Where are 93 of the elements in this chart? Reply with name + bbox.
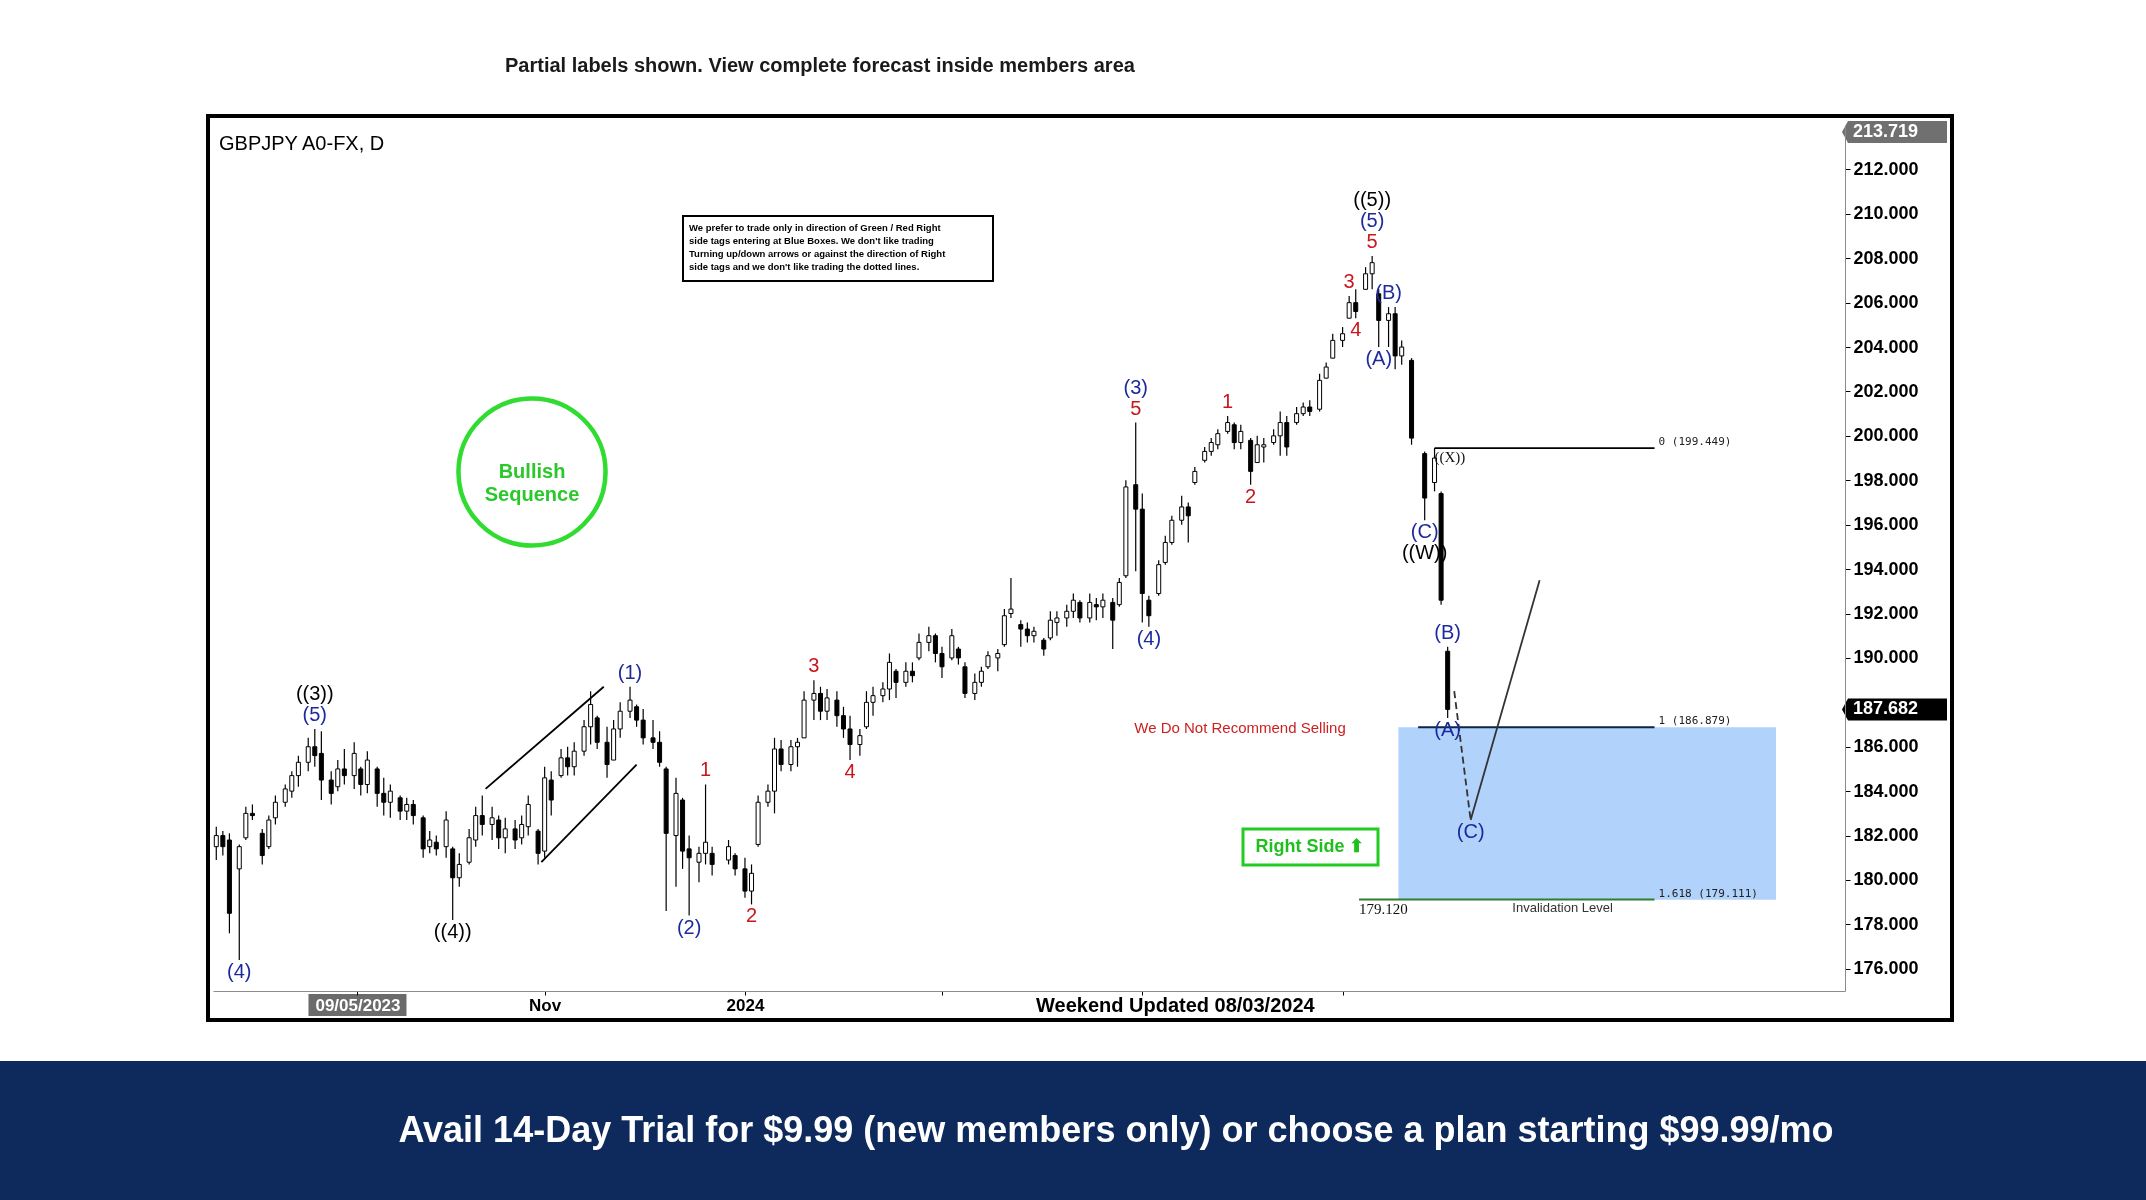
y-tick-label: 204.000 <box>1853 336 1919 357</box>
annotation: (4) <box>227 959 252 982</box>
y-tick-label: 196.000 <box>1853 514 1919 535</box>
annotation: (4) <box>1136 626 1162 649</box>
y-tick-label: 212.000 <box>1853 158 1919 179</box>
annotation: ((4)) <box>433 919 472 942</box>
candlestick <box>295 755 301 788</box>
candlestick <box>236 843 242 961</box>
candlestick <box>978 666 984 688</box>
y-tick-label: 206.000 <box>1853 292 1919 313</box>
annotation: ((X)) <box>1434 449 1466 467</box>
y-tick-label: 210.000 <box>1853 203 1919 224</box>
y-tick-label: 208.000 <box>1853 247 1919 268</box>
annotation: 0 (199.449) <box>1658 435 1732 449</box>
candlestick <box>571 741 577 777</box>
annotation: ((3)) <box>295 681 334 704</box>
candlestick <box>926 626 932 652</box>
annotation: 4 <box>1350 318 1362 341</box>
y-tick-label: 202.000 <box>1853 380 1919 401</box>
candlestick <box>949 628 955 661</box>
y-tick-label: 182.000 <box>1853 825 1919 846</box>
candlestick <box>1087 592 1093 623</box>
annotation: 1 (186.879) <box>1658 714 1732 728</box>
annotation: (C) <box>1456 820 1485 843</box>
candlestick <box>995 648 1001 672</box>
candlestick <box>341 748 347 786</box>
candlestick <box>1185 501 1191 544</box>
annotation: 1.618 (179.111) <box>1658 886 1758 900</box>
annotation: 3 <box>1343 269 1355 292</box>
candlestick <box>617 701 623 739</box>
x-tick-label: 09/05/2023 <box>315 995 401 1015</box>
y-tick-label: 178.000 <box>1853 913 1919 934</box>
annotation: 2 <box>745 904 758 927</box>
x-tick-label: Nov <box>529 995 562 1015</box>
annotation: 1 <box>699 758 712 781</box>
annotation: 3 <box>808 654 820 677</box>
candlestick <box>479 794 485 837</box>
candlestick <box>1018 619 1024 648</box>
annotation: (A) <box>1365 347 1393 370</box>
y-tick-label: 200.000 <box>1853 425 1919 446</box>
annotation: 5 <box>1366 230 1378 253</box>
annotation: Right Side ⬆ <box>1255 836 1365 856</box>
y-tick-label: 186.000 <box>1853 736 1919 757</box>
y-tick-label: 194.000 <box>1853 558 1919 579</box>
candlestick <box>640 708 646 746</box>
annotation: (3) <box>1123 375 1148 398</box>
annotation: Invalidation Level <box>1512 899 1613 915</box>
annotation: We Do Not Recommend Selling <box>1134 719 1346 736</box>
annotation: (2) <box>676 915 702 938</box>
candlestick <box>1116 577 1122 608</box>
candlestick <box>433 834 439 857</box>
candlestick <box>1340 326 1346 348</box>
candlestick <box>272 794 278 826</box>
y-tick-label: 184.000 <box>1853 780 1919 801</box>
chart-title: GBPJPY A0-FX, D <box>219 132 385 154</box>
candlestick <box>548 770 554 817</box>
candlestick <box>525 794 531 837</box>
annotation: ((5)) <box>1353 188 1392 211</box>
annotation: We prefer to trade only in direction of Green / Red Right side tags entering at Blue Boxes. We don't like trading Turning up/down arrows or against the direction of Right side tags and we don't like trading the dotted lines. <box>689 222 947 272</box>
text: 187.682 <box>1853 698 1919 719</box>
y-tick-label: 190.000 <box>1853 647 1919 668</box>
text: 213.719 <box>1853 121 1919 141</box>
candlestick <box>1146 595 1152 628</box>
text: Avail 14-Day Trial for $9.99 (new members only) or choose a plan starting $99.99/mo <box>398 1109 1834 1150</box>
annotation: (1) <box>617 660 643 683</box>
annotation: 4 <box>844 760 856 783</box>
candlestick <box>972 672 978 701</box>
candlestick <box>1330 333 1336 359</box>
candlestick <box>1179 495 1185 526</box>
annotation: (C) <box>1410 520 1439 543</box>
candlestick <box>502 817 508 854</box>
annotation: (5) <box>1359 209 1385 232</box>
candlestick <box>387 783 393 819</box>
annotation: 5 <box>1130 396 1142 419</box>
y-tick-label: 192.000 <box>1853 603 1919 624</box>
candlestick <box>1110 597 1116 650</box>
candlestick <box>1008 577 1014 619</box>
candlestick <box>916 632 922 661</box>
annotation: 2 <box>1245 484 1257 507</box>
annotation: 179.120 <box>1359 900 1408 917</box>
x-tick-label: 2024 <box>726 995 765 1015</box>
candlestick <box>456 852 462 888</box>
annotation: Bullish Sequence <box>484 460 580 505</box>
y-tick-label: 198.000 <box>1853 469 1919 490</box>
annotation: 1 <box>1222 389 1234 412</box>
candlestick <box>410 799 416 826</box>
candlestick <box>857 728 863 757</box>
annotation: (B) <box>1434 620 1462 643</box>
candlestick <box>1064 604 1070 628</box>
y-tick-label: 180.000 <box>1853 869 1919 890</box>
y-tick-label: 176.000 <box>1853 958 1919 979</box>
text: Partial labels shown. View complete forecast inside members area <box>505 54 1136 76</box>
text: Weekend Updated 08/03/2024 <box>1036 994 1316 1016</box>
